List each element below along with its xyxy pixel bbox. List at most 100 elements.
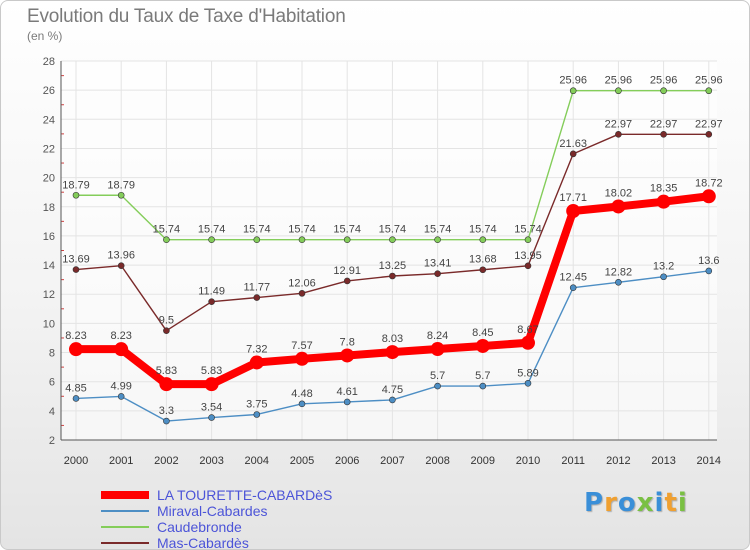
data-point bbox=[389, 236, 396, 244]
logo-letter: P bbox=[584, 488, 605, 518]
data-label: 18.79 bbox=[62, 179, 90, 191]
legend-label: Mas-Cabardès bbox=[157, 535, 249, 550]
data-point bbox=[611, 199, 626, 214]
data-point bbox=[72, 191, 80, 199]
data-point bbox=[569, 87, 577, 95]
data-point bbox=[660, 131, 667, 138]
data-label: 15.74 bbox=[424, 224, 452, 236]
data-label: 13.68 bbox=[469, 254, 497, 266]
y-tick-label: 8 bbox=[49, 348, 55, 360]
data-label: 7.8 bbox=[340, 336, 355, 348]
data-point bbox=[569, 284, 577, 291]
data-point bbox=[434, 270, 441, 277]
chart-title: Evolution du Taux de Taxe d'Habitation bbox=[27, 6, 346, 27]
data-label: 25.96 bbox=[605, 75, 633, 87]
data-label: 22.97 bbox=[650, 118, 678, 130]
data-point bbox=[389, 396, 396, 404]
x-tick-label: 2013 bbox=[651, 455, 675, 467]
data-point bbox=[521, 335, 535, 350]
data-label: 13.25 bbox=[379, 260, 407, 272]
data-label: 13.6 bbox=[698, 255, 719, 267]
x-tick-label: 2002 bbox=[154, 455, 178, 467]
data-label: 11.49 bbox=[198, 286, 225, 298]
data-label: 15.74 bbox=[333, 224, 361, 236]
data-point bbox=[660, 273, 667, 281]
x-tick-label: 2004 bbox=[245, 455, 269, 467]
data-point bbox=[69, 342, 83, 357]
logo-letter: r bbox=[604, 488, 618, 518]
data-point bbox=[117, 393, 125, 400]
y-tick-label: 20 bbox=[43, 173, 55, 185]
data-point bbox=[208, 298, 215, 305]
legend-swatch bbox=[101, 526, 149, 528]
y-tick-label: 12 bbox=[43, 289, 55, 301]
series-1: 4.85 4.99 3.3 3.54 3.75 4.48 4.61 4.75 5.7 5.7 5.8… bbox=[65, 255, 720, 425]
data-label: 18.79 bbox=[107, 179, 135, 191]
x-tick-label: 2001 bbox=[109, 455, 133, 467]
data-label: 21.63 bbox=[559, 138, 587, 150]
data-label: 15.74 bbox=[243, 224, 271, 236]
data-point bbox=[385, 345, 400, 360]
x-tick-label: 2014 bbox=[697, 455, 721, 467]
data-point bbox=[524, 236, 532, 244]
data-label: 7.57 bbox=[291, 340, 312, 352]
data-label: 18.72 bbox=[695, 177, 723, 189]
y-tick-label: 18 bbox=[43, 202, 55, 214]
data-label: 15.74 bbox=[153, 224, 181, 236]
logo-letter: i bbox=[654, 488, 665, 518]
data-label: 5.7 bbox=[430, 370, 445, 382]
data-point bbox=[72, 395, 80, 402]
data-label: 13.69 bbox=[62, 254, 90, 266]
data-label: 4.48 bbox=[291, 388, 312, 400]
logo-letter: i bbox=[677, 488, 688, 518]
data-label: 5.7 bbox=[475, 370, 490, 382]
data-label: 18.35 bbox=[650, 183, 678, 195]
data-label: 8.45 bbox=[472, 327, 493, 339]
data-point bbox=[114, 342, 129, 357]
data-point bbox=[705, 131, 713, 138]
data-label: 11.77 bbox=[243, 282, 270, 294]
y-tick-label: 2 bbox=[49, 435, 55, 447]
data-label: 5.89 bbox=[517, 367, 538, 379]
data-point bbox=[208, 414, 215, 421]
data-point bbox=[163, 327, 170, 334]
data-point bbox=[253, 411, 261, 418]
data-label: 12.91 bbox=[333, 265, 361, 277]
data-point bbox=[434, 382, 441, 390]
data-label: 22.97 bbox=[605, 118, 633, 130]
legend-swatch bbox=[101, 491, 149, 499]
data-point bbox=[615, 278, 622, 286]
y-tick-label: 28 bbox=[43, 56, 55, 68]
series-0: 8.23 8.23 5.83 5.83 7.32 7.57 7.8 8.03 8.24 8.45 8… bbox=[65, 177, 723, 392]
y-tick-label: 26 bbox=[43, 85, 55, 97]
data-label: 5.83 bbox=[201, 365, 222, 377]
data-label: 25.96 bbox=[559, 75, 587, 87]
data-point bbox=[343, 277, 351, 285]
y-tick-label: 14 bbox=[43, 260, 55, 272]
data-point bbox=[566, 203, 581, 218]
data-label: 4.75 bbox=[382, 384, 403, 396]
data-label: 8.24 bbox=[427, 330, 448, 342]
data-point bbox=[705, 87, 713, 95]
x-tick-label: 2000 bbox=[64, 455, 88, 467]
logo-letter: o bbox=[617, 488, 637, 518]
data-point bbox=[253, 236, 261, 244]
data-point bbox=[163, 417, 170, 425]
data-label: 8.23 bbox=[65, 330, 86, 342]
x-tick-label: 2006 bbox=[335, 455, 359, 467]
data-point bbox=[660, 87, 667, 95]
data-label: 8.67 bbox=[517, 324, 538, 336]
logo-letter: t bbox=[664, 488, 678, 518]
data-point bbox=[524, 379, 532, 387]
y-tick-label: 24 bbox=[43, 114, 55, 126]
data-label: 15.74 bbox=[469, 224, 497, 236]
data-point bbox=[479, 382, 487, 390]
data-point bbox=[569, 150, 577, 158]
data-label: 5.83 bbox=[156, 365, 177, 377]
y-tick-label: 6 bbox=[49, 377, 55, 389]
data-point bbox=[298, 400, 306, 408]
x-tick-label: 2010 bbox=[516, 455, 540, 467]
unit-label: (en %) bbox=[27, 29, 63, 43]
